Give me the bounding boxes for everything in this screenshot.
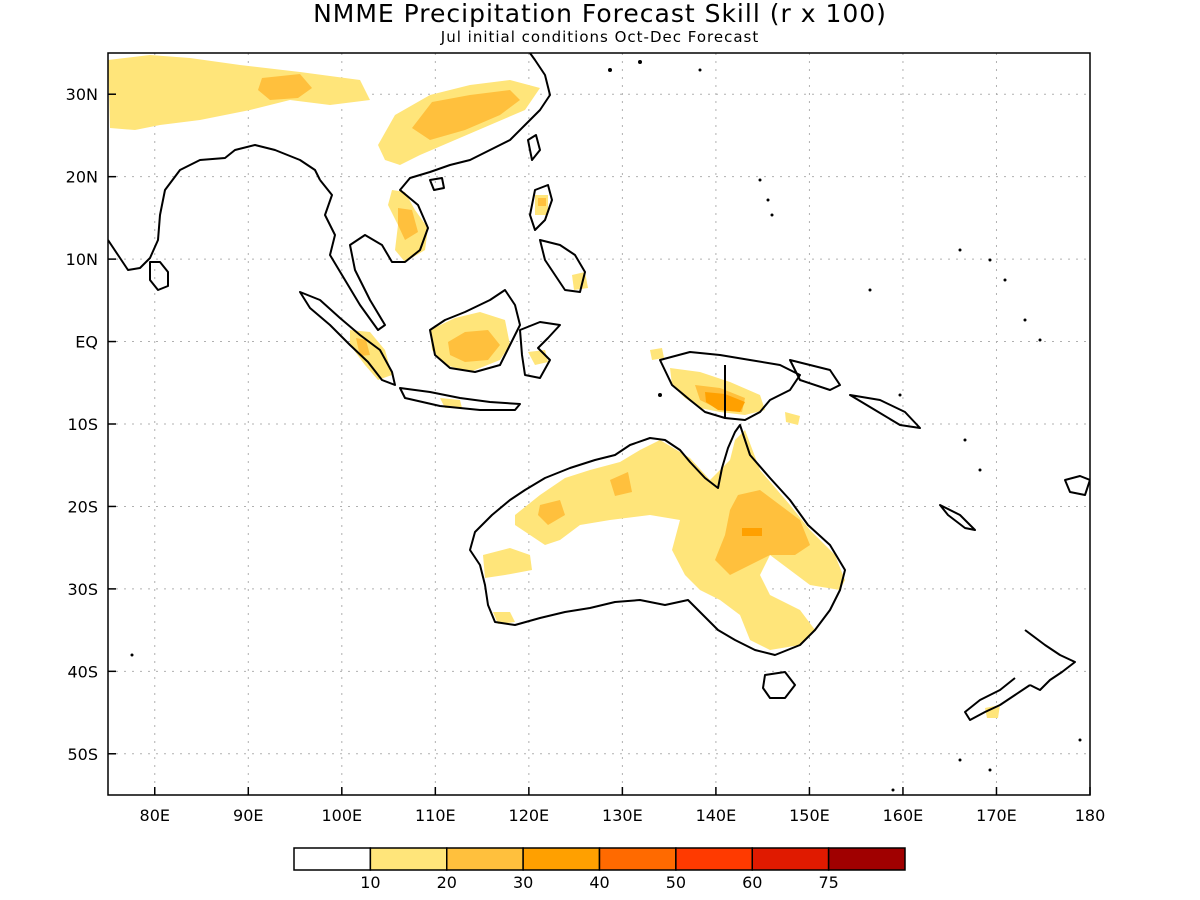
lon-tick-label: 130E [602,806,643,825]
lat-tick-label: 40S [67,662,98,681]
lon-tick-label: 150E [789,806,830,825]
skill-region-sw-australia [493,612,515,624]
colorbar-label: 40 [589,873,609,892]
coast-new-caledonia [939,504,976,531]
coast-new-zealand-south [964,677,1031,721]
lon-tick-label: 80E [140,806,170,825]
skill-region-west-australia [483,548,532,578]
coast-java [399,387,521,411]
skill-core-australia-north [610,472,632,496]
coast-fiji [1064,475,1090,496]
coast-sulawesi [519,321,561,379]
skill-region-java [440,398,462,408]
lon-tick-label: 120E [509,806,550,825]
coast-philippines-south [539,239,586,293]
coast-india [108,144,321,271]
colorbar-label: 10 [360,873,380,892]
map-subtitle: Jul initial conditions Oct-Dec Forecast [440,28,760,46]
coast-bismarck [789,359,841,391]
lon-tick-label: 180 [1075,806,1106,825]
map-title: NMME Precipitation Forecast Skill (r x 1… [313,0,887,28]
colorbar: 10 20 30 40 50 60 75 [293,847,906,892]
colorbar-label: 30 [513,873,533,892]
colorbar-bin [522,847,601,871]
lon-tick-label: 90E [233,806,263,825]
lat-tick-label: 10N [66,250,98,269]
lat-tick-label: 10S [67,415,98,434]
skill-shading [108,55,1000,718]
colorbar-label: 75 [818,873,838,892]
lon-tick-label: 110E [415,806,456,825]
coast-solomons [849,394,921,429]
coast-australia [469,424,846,656]
lat-tick-label: 50S [67,745,98,764]
colorbar-bin [446,847,524,871]
map-background [108,53,1090,795]
skill-region-new-zealand [985,705,1000,718]
colorbar-bin [827,847,906,871]
colorbar-bin [369,847,448,871]
skill-peak-queensland [742,528,762,536]
coast-hainan [429,177,445,191]
lon-tick-label: 170E [976,806,1017,825]
skill-core-kimberley [538,500,565,525]
coast-sumatra [299,291,396,386]
lon-tick-label: 100E [321,806,362,825]
coast-sri-lanka [149,261,169,291]
colorbar-label: 50 [666,873,686,892]
colorbar-bin [293,847,372,871]
colorbar-label: 20 [437,873,457,892]
lon-tick-label: 160E [883,806,924,825]
colorbar-bin [675,847,753,871]
skill-core-queensland [715,490,810,575]
colorbar-label: 60 [742,873,762,892]
skill-core-borneo [448,330,500,362]
island-dots [130,60,1082,792]
skill-core-tibet [258,74,312,100]
lat-tick-label: 30N [66,85,98,104]
colorbar-bin [751,847,830,871]
coast-tasmania [762,671,796,699]
lon-tick-label: 140E [696,806,737,825]
coast-new-zealand-north [1024,629,1076,691]
coast-borneo [429,289,521,373]
skill-core-philippines [538,198,546,206]
coast-philippines-north [529,184,553,231]
axis-ticks: 30N 20N 10N EQ 10S 20S 30S 40S 50S 80E 90E 100E 110E… [66,85,1106,825]
skill-core-sumatra [356,338,370,356]
colorbar-bin [598,847,677,871]
skill-core-china [412,90,520,140]
coast-taiwan [527,134,541,161]
lat-tick-label: 20N [66,168,98,187]
skill-core-indochina [398,208,418,240]
skill-region-nw-australia [515,430,845,650]
lat-tick-label: 20S [67,497,98,516]
lat-tick-label: 30S [67,580,98,599]
coastlines [108,53,1090,721]
skill-region-himalaya [108,55,370,130]
lat-tick-label: EQ [75,333,98,352]
coast-new-guinea [659,351,801,421]
coast-mainland-asia [319,53,551,331]
skill-region-png-north [650,348,664,360]
skill-region-solomon [785,412,800,425]
